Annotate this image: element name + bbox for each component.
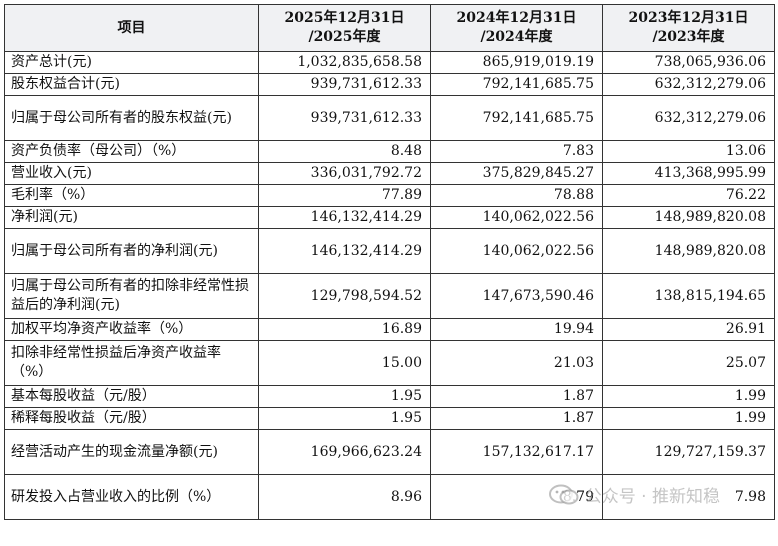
table-row: 扣除非经常性损益后净资产收益率（%） 15.00 21.03 25.07 [4, 340, 775, 386]
header-2024-text: 2024年12月31日 /2024年度 [456, 10, 577, 45]
table-row: 研发投入占营业收入的比例（%） 8.96 8.79 7.98 [4, 474, 775, 520]
value-2024: 21.03 [430, 340, 603, 386]
value-2023: 129,727,159.37 [602, 429, 775, 475]
header-2025-text: 2025年12月31日 /2025年度 [284, 10, 405, 45]
row-label: 归属于母公司所有者的扣除非经常性损益后的净利润(元) [4, 273, 259, 319]
value-2024: 147,673,590.46 [430, 273, 603, 319]
value-2024: 140,062,022.56 [430, 206, 603, 229]
value-2023: 7.98 [602, 474, 775, 520]
value-2025: 169,966,623.24 [258, 429, 431, 475]
row-label: 净利润(元) [4, 206, 259, 229]
table-row: 资产总计(元) 1,032,835,658.58 865,919,019.19 738… [4, 51, 775, 74]
value-2025: 1,032,835,658.58 [258, 51, 431, 74]
table-row: 毛利率（%） 77.89 78.88 76.22 [4, 184, 775, 207]
table-header-row: 项目 2025年12月31日 /2025年度 2024年12月31日 /2024… [4, 4, 775, 52]
table-row: 资产负债率（母公司）（%） 8.48 7.83 13.06 [4, 140, 775, 163]
row-label: 稀释每股收益（元/股） [4, 407, 259, 430]
table-row: 加权平均净资产收益率（%） 16.89 19.94 26.91 [4, 318, 775, 341]
header-2024: 2024年12月31日 /2024年度 [430, 4, 603, 52]
value-2025: 15.00 [258, 340, 431, 386]
value-2023: 632,312,279.06 [602, 73, 775, 96]
row-label: 资产总计(元) [4, 51, 259, 74]
row-label: 毛利率（%） [4, 184, 259, 207]
table-row: 基本每股收益（元/股） 1.95 1.87 1.99 [4, 385, 775, 408]
row-label: 营业收入(元) [4, 162, 259, 185]
value-2025: 336,031,792.72 [258, 162, 431, 185]
table-row: 经营活动产生的现金流量净额(元) 169,966,623.24 157,132,61… [4, 429, 775, 475]
value-2025: 16.89 [258, 318, 431, 341]
value-2024: 792,141,685.75 [430, 95, 603, 141]
value-2023: 1.99 [602, 385, 775, 408]
value-2023: 148,989,820.08 [602, 228, 775, 274]
table-row: 营业收入(元) 336,031,792.72 375,829,845.27 413,3… [4, 162, 775, 185]
row-label: 基本每股收益（元/股） [4, 385, 259, 408]
value-2024: 7.83 [430, 140, 603, 163]
value-2023: 632,312,279.06 [602, 95, 775, 141]
table-row: 归属于母公司所有者的股东权益(元) 939,731,612.33 792,141,6… [4, 95, 775, 141]
value-2025: 939,731,612.33 [258, 95, 431, 141]
financial-summary-table: 项目 2025年12月31日 /2025年度 2024年12月31日 /2024… [4, 4, 775, 520]
value-2024: 8.79 [430, 474, 603, 520]
value-2024: 792,141,685.75 [430, 73, 603, 96]
table-row: 归属于母公司所有者的扣除非经常性损益后的净利润(元) 129,798,594.52… [4, 273, 775, 319]
value-2025: 77.89 [258, 184, 431, 207]
value-2024: 19.94 [430, 318, 603, 341]
value-2024: 865,919,019.19 [430, 51, 603, 74]
table-row: 净利润(元) 146,132,414.29 140,062,022.56 148,98… [4, 206, 775, 229]
value-2023: 738,065,936.06 [602, 51, 775, 74]
value-2023: 13.06 [602, 140, 775, 163]
value-2023: 26.91 [602, 318, 775, 341]
header-2023-text: 2023年12月31日 /2023年度 [628, 10, 749, 45]
header-2023: 2023年12月31日 /2023年度 [602, 4, 775, 52]
row-label: 加权平均净资产收益率（%） [4, 318, 259, 341]
row-label: 资产负债率（母公司）（%） [4, 140, 259, 163]
value-2025: 1.95 [258, 385, 431, 408]
value-2024: 375,829,845.27 [430, 162, 603, 185]
value-2023: 1.99 [602, 407, 775, 430]
value-2024: 1.87 [430, 407, 603, 430]
table-row: 稀释每股收益（元/股） 1.95 1.87 1.99 [4, 407, 775, 430]
header-item: 项目 [4, 4, 259, 52]
value-2023: 148,989,820.08 [602, 206, 775, 229]
value-2023: 25.07 [602, 340, 775, 386]
value-2023: 138,815,194.65 [602, 273, 775, 319]
value-2025: 129,798,594.52 [258, 273, 431, 319]
row-label: 研发投入占营业收入的比例（%） [4, 474, 259, 520]
value-2025: 939,731,612.33 [258, 73, 431, 96]
row-label: 股东权益合计(元) [4, 73, 259, 96]
table-row: 股东权益合计(元) 939,731,612.33 792,141,685.75 632… [4, 73, 775, 96]
row-label: 扣除非经常性损益后净资产收益率（%） [4, 340, 259, 386]
value-2024: 1.87 [430, 385, 603, 408]
financial-table-container: 项目 2025年12月31日 /2025年度 2024年12月31日 /2024… [4, 4, 776, 520]
row-label: 经营活动产生的现金流量净额(元) [4, 429, 259, 475]
value-2023: 413,368,995.99 [602, 162, 775, 185]
value-2025: 8.96 [258, 474, 431, 520]
value-2024: 157,132,617.17 [430, 429, 603, 475]
value-2023: 76.22 [602, 184, 775, 207]
table-row: 归属于母公司所有者的净利润(元) 146,132,414.29 140,062,02… [4, 228, 775, 274]
header-2025: 2025年12月31日 /2025年度 [258, 4, 431, 52]
row-label: 归属于母公司所有者的股东权益(元) [4, 95, 259, 141]
value-2025: 146,132,414.29 [258, 228, 431, 274]
value-2025: 146,132,414.29 [258, 206, 431, 229]
row-label: 归属于母公司所有者的净利润(元) [4, 228, 259, 274]
value-2024: 140,062,022.56 [430, 228, 603, 274]
value-2025: 8.48 [258, 140, 431, 163]
value-2024: 78.88 [430, 184, 603, 207]
value-2025: 1.95 [258, 407, 431, 430]
